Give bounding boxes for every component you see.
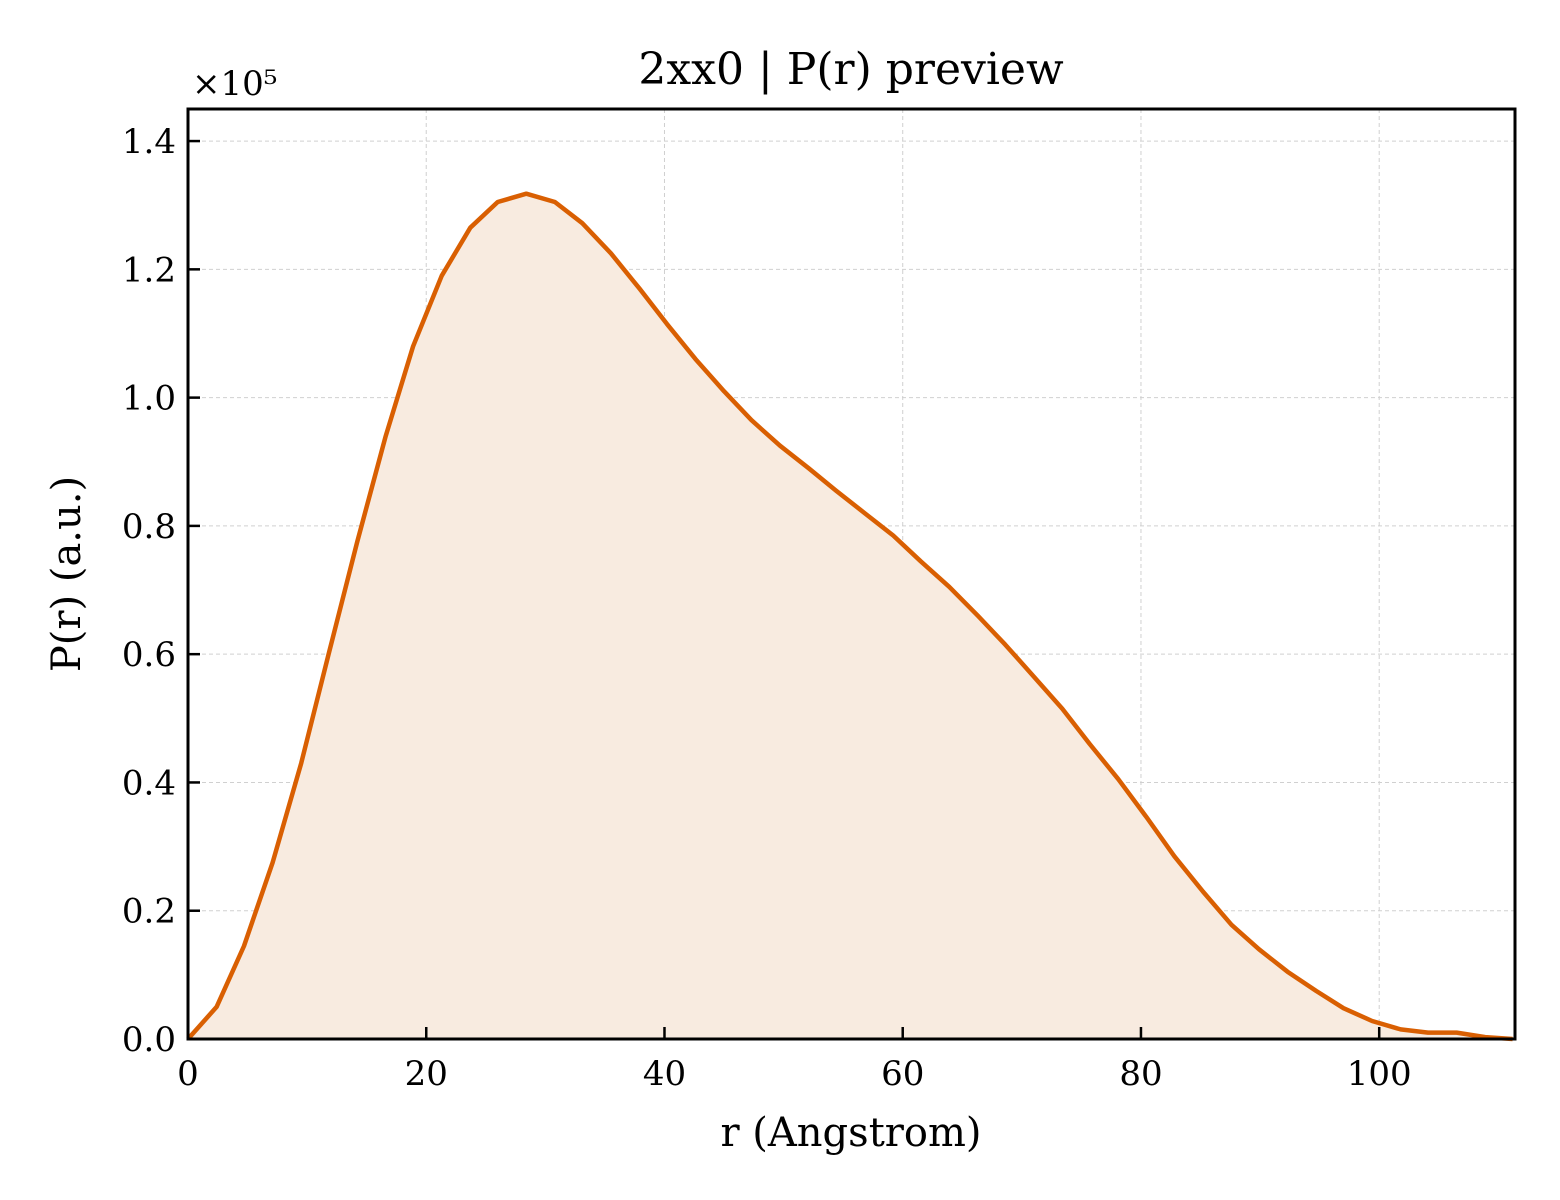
y-tick-label: 0.0 <box>122 1020 176 1060</box>
y-tick-label: 0.2 <box>122 892 176 932</box>
y-tick-label: 1.2 <box>122 250 176 290</box>
x-tick-label: 60 <box>881 1054 924 1094</box>
y-tick-label: 1.4 <box>122 122 176 162</box>
x-tick-label: 20 <box>405 1054 448 1094</box>
pr-area-fill <box>188 193 1513 1039</box>
ticks: 0 20 40 60 80 100 0.0 0.2 0.4 0.6 0.8 1.0 1.2 1.4 <box>122 122 1412 1094</box>
x-tick-label: 100 <box>1347 1054 1412 1094</box>
y-offset-text: ×10⁵ <box>192 64 277 104</box>
y-tick-label: 1.0 <box>122 379 176 419</box>
y-axis-label: P(r) (a.u.) <box>44 476 90 672</box>
x-tick-label: 80 <box>1119 1054 1162 1094</box>
x-tick-label: 0 <box>177 1054 199 1094</box>
x-axis-label: r (Angstrom) <box>720 1110 981 1156</box>
chart-title: 2xx0 | P(r) preview <box>638 44 1064 95</box>
y-tick-label: 0.6 <box>122 635 176 675</box>
pr-line <box>186 191 1513 1042</box>
x-tick-label: 40 <box>643 1054 686 1094</box>
y-tick-label: 0.8 <box>122 507 176 547</box>
y-tick-label: 0.4 <box>122 763 176 803</box>
plot-frame <box>186 107 1517 1041</box>
